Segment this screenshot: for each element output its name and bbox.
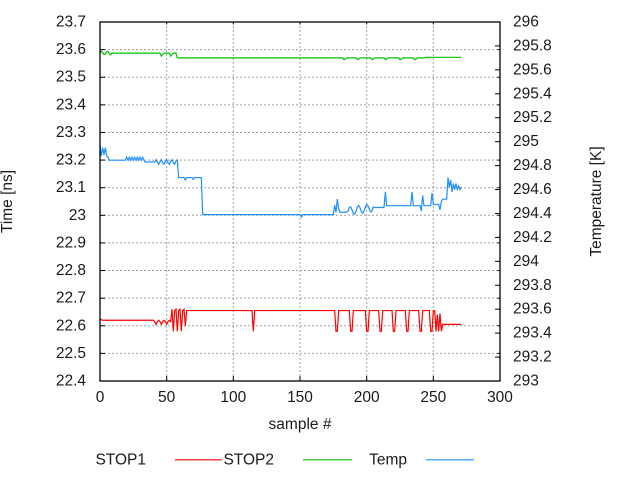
svg-text:23.2: 23.2 (56, 152, 86, 169)
svg-text:22.5: 22.5 (56, 345, 86, 362)
svg-text:250: 250 (420, 389, 446, 406)
svg-text:Temp: Temp (369, 452, 407, 469)
svg-text:STOP1: STOP1 (95, 452, 146, 469)
svg-text:0: 0 (96, 389, 105, 406)
svg-text:294.4: 294.4 (513, 205, 552, 222)
svg-text:23.1: 23.1 (56, 179, 86, 196)
svg-text:22.6: 22.6 (56, 317, 86, 334)
svg-text:23.5: 23.5 (56, 69, 86, 86)
svg-text:50: 50 (158, 389, 176, 406)
svg-text:293: 293 (513, 373, 539, 390)
svg-text:Temperature [K]: Temperature [K] (588, 146, 605, 256)
svg-text:sample #: sample # (269, 416, 332, 433)
svg-text:150: 150 (287, 389, 313, 406)
svg-text:22.4: 22.4 (56, 373, 87, 390)
svg-text:200: 200 (354, 389, 380, 406)
svg-text:295.2: 295.2 (513, 109, 552, 126)
svg-text:23.7: 23.7 (56, 14, 86, 31)
svg-text:STOP2: STOP2 (223, 452, 274, 469)
svg-text:295.4: 295.4 (513, 85, 552, 102)
svg-text:296: 296 (513, 14, 539, 31)
svg-text:294.6: 294.6 (513, 181, 552, 198)
svg-text:22.7: 22.7 (56, 290, 86, 307)
svg-text:293.6: 293.6 (513, 301, 552, 318)
svg-text:300: 300 (487, 389, 513, 406)
svg-text:23.3: 23.3 (56, 124, 86, 141)
svg-text:293.4: 293.4 (513, 325, 552, 342)
svg-text:100: 100 (220, 389, 246, 406)
svg-text:22.8: 22.8 (56, 262, 86, 279)
svg-text:23.6: 23.6 (56, 41, 86, 58)
svg-text:Time [ns]: Time [ns] (0, 170, 16, 233)
svg-text:293.8: 293.8 (513, 277, 552, 294)
svg-text:23.4: 23.4 (56, 96, 87, 113)
svg-text:294: 294 (513, 253, 539, 270)
svg-text:23: 23 (69, 207, 86, 224)
svg-text:22.9: 22.9 (56, 234, 86, 251)
svg-text:294.2: 294.2 (513, 229, 552, 246)
svg-text:293.2: 293.2 (513, 349, 552, 366)
svg-text:295.6: 295.6 (513, 61, 552, 78)
svg-text:295.8: 295.8 (513, 37, 552, 54)
svg-text:295: 295 (513, 133, 539, 150)
svg-text:294.8: 294.8 (513, 157, 552, 174)
